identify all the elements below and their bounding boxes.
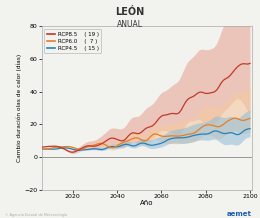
- Text: © Agencia Estatal de Meteorología: © Agencia Estatal de Meteorología: [5, 213, 67, 217]
- Legend: RCP8.5    ( 19 ), RCP6.0    (  7 ), RCP4.5    ( 15 ): RCP8.5 ( 19 ), RCP6.0 ( 7 ), RCP4.5 ( 15…: [44, 29, 101, 53]
- Text: aemet: aemet: [227, 211, 252, 217]
- X-axis label: Año: Año: [140, 200, 154, 206]
- Text: ANUAL: ANUAL: [117, 20, 143, 29]
- Text: LEÓN: LEÓN: [115, 7, 145, 17]
- Y-axis label: Cambio duración olas de calor (días): Cambio duración olas de calor (días): [16, 54, 22, 162]
